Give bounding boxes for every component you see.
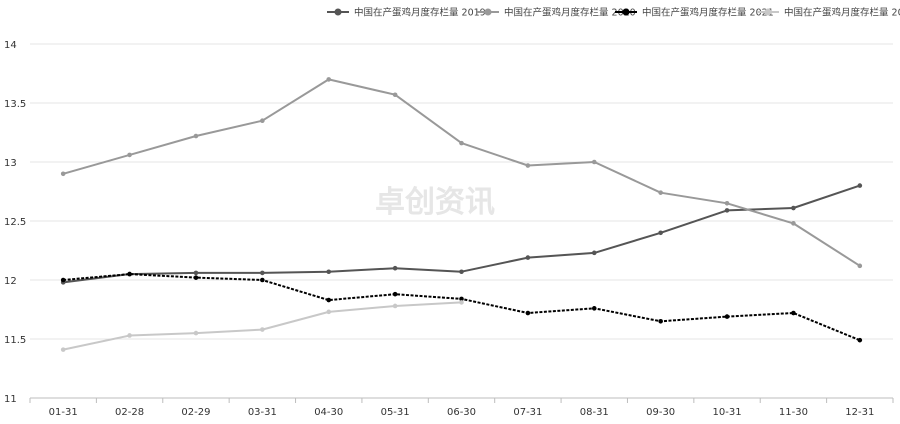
x-tick-label: 11-30 [779, 407, 808, 418]
y-tick-label: 12 [4, 276, 17, 287]
y-tick-label: 11 [4, 394, 17, 405]
data-point [459, 300, 464, 305]
data-point [326, 309, 332, 315]
data-point [392, 291, 398, 297]
data-point [260, 327, 265, 332]
x-tick-label: 02-28 [115, 407, 144, 418]
data-point [193, 270, 199, 276]
legend-swatch-marker [622, 8, 630, 16]
data-point [193, 330, 199, 336]
data-point [60, 347, 66, 352]
data-point [857, 263, 863, 269]
data-point [60, 277, 66, 283]
data-point [658, 230, 663, 236]
data-point [591, 250, 597, 256]
y-tick-label: 11.5 [4, 335, 26, 346]
series-line [62, 301, 462, 351]
data-point [857, 337, 863, 343]
data-point [525, 163, 531, 168]
data-point [193, 275, 199, 280]
grid [30, 43, 893, 340]
data-point [127, 271, 132, 277]
data-point [459, 140, 464, 146]
data-point [260, 118, 265, 123]
data-point [724, 201, 730, 206]
data-point [791, 310, 796, 316]
legend-swatch-marker [764, 8, 772, 16]
legend: 中国在产蛋鸡月度存栏量 2019 中国在产蛋鸡月度存栏量 2020 中国在产蛋鸡月度… [327, 7, 900, 19]
x-tick-label: 10-31 [713, 407, 742, 418]
x-tick-label: 07-31 [513, 407, 542, 418]
legend-label: 中国在产蛋鸡月度存栏量 2019 [354, 7, 486, 19]
data-point [127, 333, 132, 338]
data-point [392, 303, 398, 309]
data-point [658, 319, 663, 324]
x-tick-label: 12-31 [845, 407, 874, 418]
x-tick-label: 01-31 [49, 407, 78, 418]
data-point [326, 77, 332, 82]
data-point [392, 265, 398, 271]
x-tick-label: 08-31 [580, 407, 609, 418]
legend-swatch-marker [484, 8, 492, 16]
axes: 11 11.5 12 12.5 13 13.5 14 01-31 02-28 02-29 03-31… [4, 40, 894, 418]
data-point [525, 255, 531, 260]
data-point [127, 152, 132, 158]
data-point [459, 296, 464, 302]
data-point [60, 171, 66, 177]
x-tick-label: 04-30 [314, 407, 343, 418]
legend-swatch-marker [334, 8, 342, 16]
data-point [724, 208, 730, 213]
data-point [591, 159, 597, 165]
series-line [63, 273, 861, 342]
x-tick-label: 05-31 [381, 407, 410, 418]
watermark: 卓创资讯 [375, 185, 495, 220]
watermark-text: 卓创资讯 [375, 185, 495, 220]
y-tick-label: 13 [4, 158, 17, 169]
legend-label: 中国在产蛋鸡月度存栏量 2020 [504, 7, 636, 19]
data-point [791, 221, 796, 226]
data-point [791, 205, 796, 211]
y-tick-label: 14 [4, 40, 17, 51]
data-point [658, 190, 663, 195]
data-point [724, 314, 730, 319]
x-tick-label: 06-30 [447, 407, 476, 418]
data-point [392, 92, 398, 98]
legend-label: 中国在产蛋鸡月度存栏量 2022 [784, 7, 900, 19]
x-tick-label: 02-29 [181, 407, 210, 418]
series-line [62, 78, 861, 267]
data-point [459, 269, 464, 275]
data-point [326, 269, 332, 275]
data-point [591, 306, 597, 311]
x-tick-label: 03-31 [248, 407, 277, 418]
data-point [326, 297, 332, 303]
y-tick-label: 12.5 [4, 217, 26, 228]
data-point [260, 270, 265, 276]
data-point [260, 277, 265, 283]
series [60, 77, 863, 352]
data-point [193, 133, 199, 139]
legend-label: 中国在产蛋鸡月度存栏量 2021 [642, 7, 774, 19]
data-point [857, 183, 863, 188]
x-tick-label: 09-30 [646, 407, 675, 418]
y-tick-label: 13.5 [4, 99, 26, 110]
data-point [525, 310, 531, 316]
